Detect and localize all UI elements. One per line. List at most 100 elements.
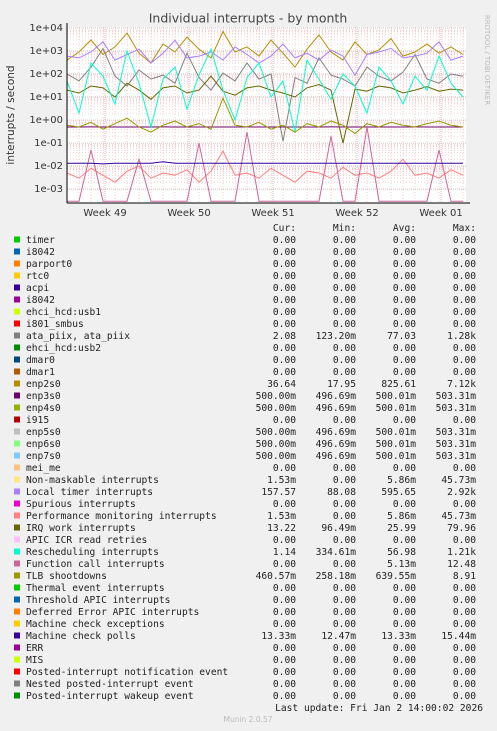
legend-value: 0.00 [393,619,416,630]
legend-label: Nested posted-interrupt event [26,679,194,690]
legend-value: 0.00 [333,511,356,522]
x-tick-label: Week 49 [83,208,126,219]
legend-value: 0.00 [453,415,476,426]
legend-label: Threshold APIC interrupts [26,595,170,606]
legend-value: 0.00 [453,307,476,318]
legend-swatch [14,284,20,291]
legend-swatch [14,668,20,675]
legend-label: i8042 [26,247,55,258]
legend-value: 1.21k [447,547,476,558]
side-label: RRDTOOL / TOBI OETIKER [483,15,491,105]
legend-swatch [14,620,20,627]
legend-value: 0.00 [333,643,356,654]
legend-swatch [14,632,20,639]
legend-label: dmar0 [26,355,55,366]
legend-swatch [14,644,20,651]
legend-value: 0.00 [273,271,296,282]
legend-value: 0.00 [393,535,416,546]
series-line [67,47,464,142]
legend-value: 0.00 [333,535,356,546]
legend-value: 0.00 [333,499,356,510]
series-line [67,126,463,202]
series-line [67,30,464,68]
legend-value: 17.95 [327,379,356,390]
axes: 1e+04 1e+03 1e+02 1e+01 1e+00 1e-01 1e-02 1e-03… [29,23,470,219]
legend-value: 0.00 [333,343,356,354]
legend-value: 500.00m [256,403,297,414]
legend-value: 0.00 [393,607,416,618]
legend-value: 0.00 [393,355,416,366]
legend-value: 0.00 [453,295,476,306]
footer: Munin 2.0.57 [223,715,272,724]
legend-value: 36.64 [267,379,296,390]
legend-value: 0.00 [453,667,476,678]
legend-label: rtc0 [26,271,49,282]
y-tick-label: 1e-02 [34,161,63,172]
legend-label: Rescheduling interrupts [26,547,159,558]
legend-value: 0.00 [453,679,476,690]
legend-label: acpi [26,283,49,294]
legend-value: 0.00 [453,343,476,354]
legend-value: 500.01m [376,391,417,402]
legend-value: 825.61 [381,379,416,390]
legend-swatch [14,536,20,543]
legend-swatch [14,356,20,363]
legend-value: 496.69m [316,391,357,402]
legend-value: 460.57m [256,571,297,582]
grid [66,27,466,203]
legend-value: 0.00 [273,655,296,666]
legend-value: 0.00 [453,499,476,510]
legend-swatch [14,608,20,615]
series-line [67,161,463,165]
legend-label: enp2s0 [26,379,61,390]
legend-label: enp7s0 [26,451,61,462]
legend-value: 0.00 [333,235,356,246]
legend-label: enp4s0 [26,403,61,414]
x-tick-label: Week 50 [167,208,210,219]
legend-value: 503.31m [436,403,477,414]
y-tick-label: 1e+03 [29,46,63,57]
legend-label: TLB shootdowns [26,571,107,582]
legend-value: 0.00 [393,667,416,678]
legend-value: 45.73m [441,475,476,486]
legend-label: enp6s0 [26,439,61,450]
legend-swatch [14,296,20,303]
legend-value: 0.00 [453,463,476,474]
legend-value: 5.86m [387,475,416,486]
series-line [67,47,464,133]
legend-header: Cur: [273,223,296,234]
legend-value: 123.20m [316,331,357,342]
legend-swatch [14,548,20,555]
legend-value: 0.00 [333,319,356,330]
legend-swatch [14,344,20,351]
last-update: Last update: Fri Jan 2 14:00:02 2026 [275,703,483,714]
legend-label: IRQ work interrupts [26,523,136,534]
legend-value: 0.00 [273,415,296,426]
x-tick-label: Week 51 [251,208,294,219]
legend-value: 0.00 [393,307,416,318]
x-tick-label: Week 52 [335,208,378,219]
legend-value: 0.00 [393,583,416,594]
legend-value: 500.00m [256,427,297,438]
legend-value: 0.00 [273,247,296,258]
legend-value: 0.00 [333,559,356,570]
legend-swatch [14,368,20,375]
legend-value: 500.01m [376,451,417,462]
legend-value: 13.33m [381,631,416,642]
legend-value: 595.65 [381,487,416,498]
legend-label: i8042 [26,295,55,306]
legend-label: MIS [26,655,44,666]
legend-value: 0.00 [273,607,296,618]
legend-value: 0.00 [273,667,296,678]
legend-value: 0.00 [333,475,356,486]
legend-value: 5.13m [387,559,416,570]
legend-value: 77.03 [387,331,416,342]
legend-swatch [14,680,20,687]
legend-swatch [14,692,20,699]
legend-label: Local timer interrupts [26,487,153,498]
legend-value: 1.28k [447,331,476,342]
legend-value: 45.73m [441,511,476,522]
legend-value: 503.31m [436,427,477,438]
legend-value: 0.00 [393,679,416,690]
